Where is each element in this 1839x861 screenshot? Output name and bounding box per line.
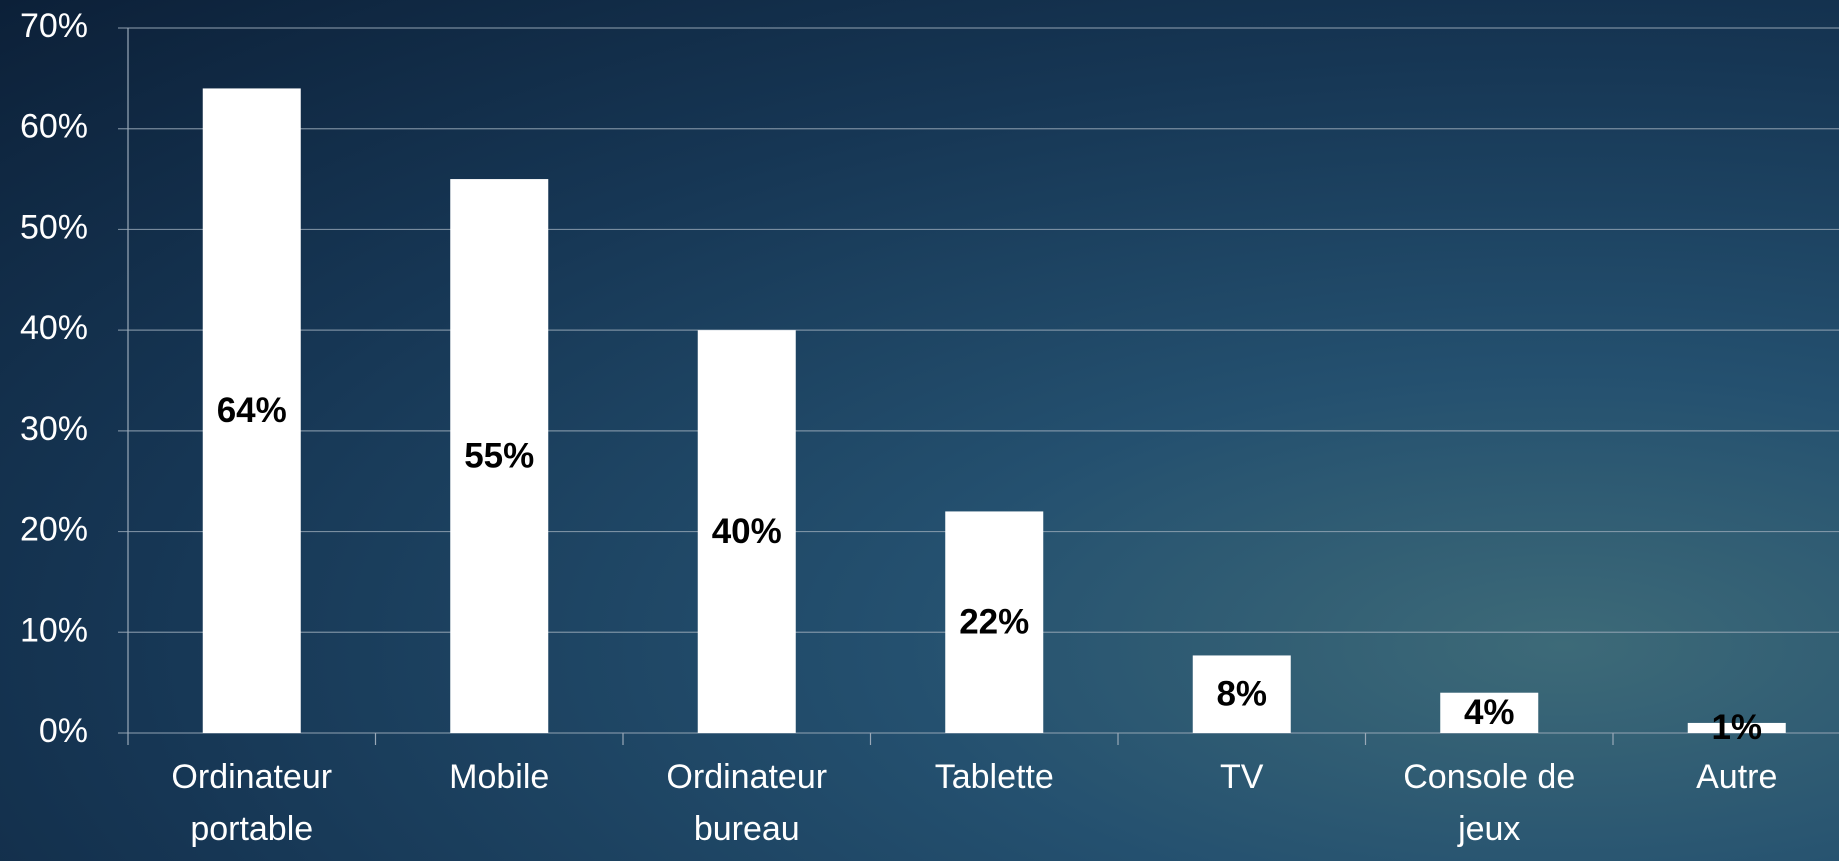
x-tick-label: Console de jeux [1403,758,1576,848]
x-tick-label: Autre [1696,758,1778,796]
data-label: 40% [712,512,782,551]
x-tick-label: Mobile [449,758,550,796]
data-label: 22% [959,602,1029,641]
y-tick-label: 50% [20,208,88,246]
x-tick-label: TV [1220,758,1264,796]
data-label: 8% [1216,674,1267,713]
data-label: 55% [464,436,534,475]
y-tick-label: 20% [20,511,88,549]
data-label: 64% [217,391,287,430]
y-tick-label: 30% [20,410,88,448]
bar [1440,692,1539,733]
bar [1687,722,1786,733]
y-tick-label: 70% [20,7,88,45]
y-tick-label: 0% [39,712,88,750]
x-tick-label: Ordinateur portable [171,758,333,848]
data-label: 1% [1711,708,1762,747]
y-tick-label: 10% [20,611,88,649]
y-tick-label: 60% [20,108,88,146]
bar [450,179,549,734]
data-label: 4% [1464,693,1515,732]
bar [945,511,1044,733]
bar [1192,655,1291,733]
x-tick-label: Ordinateur bureau [666,758,828,848]
bar [202,88,301,733]
bar [697,330,796,733]
y-tick-label: 40% [20,309,88,347]
x-tick-label: Tablette [934,758,1054,796]
